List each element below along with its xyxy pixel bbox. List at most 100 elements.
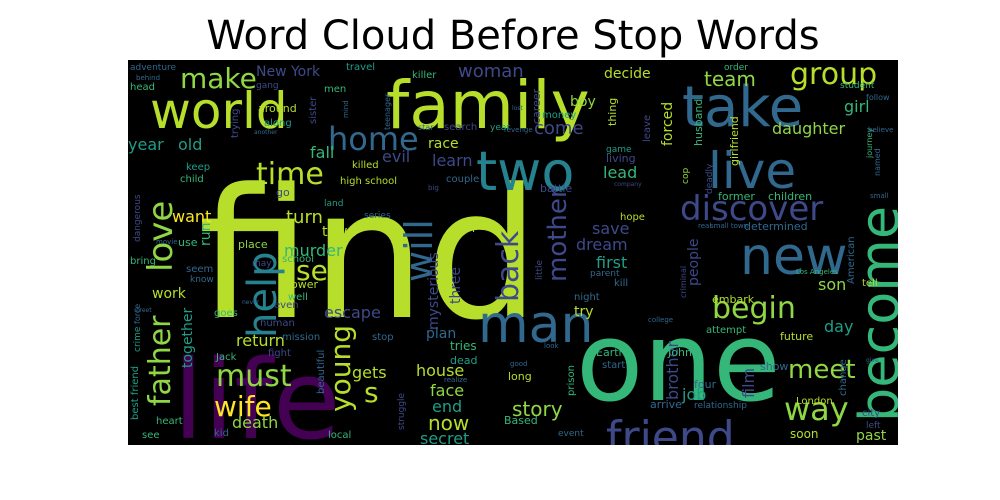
word-best-friend: best friend bbox=[130, 366, 141, 420]
word-good: good bbox=[510, 360, 527, 368]
word-thing: thing bbox=[606, 98, 619, 126]
word-land: land bbox=[324, 199, 343, 209]
word-son: son bbox=[818, 275, 846, 294]
word-father: father bbox=[143, 315, 178, 406]
word-save: save bbox=[592, 219, 629, 238]
word-trying: trying bbox=[230, 109, 241, 138]
word-american: American bbox=[846, 236, 857, 284]
word-become: become bbox=[848, 206, 898, 422]
word-killed: killed bbox=[352, 160, 379, 171]
word-teenager: teenager bbox=[383, 93, 392, 130]
word-town: town bbox=[322, 224, 356, 240]
word-work: work bbox=[152, 286, 187, 302]
word-first: first bbox=[596, 253, 627, 272]
word-cop: cop bbox=[681, 168, 691, 184]
word-death: death bbox=[232, 413, 278, 432]
word-relationship: relationship bbox=[694, 401, 747, 411]
word-may: may bbox=[252, 259, 272, 269]
word-bring: bring bbox=[130, 256, 156, 267]
word-fall: fall bbox=[310, 143, 334, 162]
word-make: make bbox=[180, 62, 257, 95]
word-daughter: daughter bbox=[772, 119, 846, 138]
word-search: search bbox=[444, 122, 477, 133]
word-people: people bbox=[686, 239, 702, 286]
word-must: must bbox=[216, 359, 292, 394]
word-look: look bbox=[544, 342, 560, 350]
word-attempt: attempt bbox=[706, 325, 746, 336]
word-struggle: struggle bbox=[397, 392, 407, 430]
word-fight: fight bbox=[268, 348, 291, 359]
word-girl: girl bbox=[844, 97, 870, 116]
word-child: child bbox=[180, 174, 204, 185]
word-living: living bbox=[606, 152, 636, 165]
word-begin: begin bbox=[712, 291, 796, 326]
word-world: world bbox=[150, 82, 288, 140]
word-beautiful: beautiful bbox=[316, 350, 327, 394]
word-put: put bbox=[472, 220, 491, 233]
word-student: student bbox=[840, 81, 875, 91]
word-run: run bbox=[198, 222, 214, 246]
word-follow: follow bbox=[866, 93, 890, 102]
word-embark: embark bbox=[712, 293, 755, 306]
word-gets: gets bbox=[352, 363, 387, 382]
word-murder: murder bbox=[284, 241, 343, 260]
word-face: face bbox=[430, 381, 464, 400]
word-seem: seem bbox=[186, 264, 213, 275]
word-earth: Earth bbox=[596, 346, 626, 359]
word-evil: evil bbox=[382, 147, 410, 166]
word-four: four bbox=[694, 378, 717, 391]
word-friend: friend bbox=[606, 412, 735, 445]
word-based: Based bbox=[504, 414, 538, 427]
word-series: series bbox=[364, 211, 391, 221]
word-future: future bbox=[780, 330, 813, 343]
word-race: race bbox=[428, 136, 459, 152]
word-never: never bbox=[242, 299, 260, 306]
word-goes: goes bbox=[214, 308, 238, 319]
word-want: want bbox=[172, 207, 211, 226]
word-john: John bbox=[667, 346, 692, 359]
word-realize: realize bbox=[444, 376, 467, 384]
word-home: home bbox=[328, 120, 419, 158]
word-children: children bbox=[768, 190, 812, 203]
word-parent: parent bbox=[590, 269, 620, 279]
word-star: star bbox=[418, 123, 434, 132]
word-mysterious: mysterious bbox=[426, 252, 442, 330]
word-city: city bbox=[862, 408, 880, 419]
word-mind: mind bbox=[342, 100, 350, 118]
word-leave: leave bbox=[642, 115, 653, 142]
word-deadly: deadly bbox=[705, 163, 715, 194]
word-place: place bbox=[238, 238, 268, 251]
word-force: force bbox=[133, 304, 142, 324]
word-crime: crime bbox=[133, 326, 143, 352]
word-group: group bbox=[790, 60, 877, 92]
word-career: career bbox=[530, 88, 543, 124]
word-dead: dead bbox=[450, 354, 477, 367]
word-school: school bbox=[282, 254, 314, 265]
word-another: another bbox=[254, 129, 278, 136]
word-travel: travel bbox=[346, 62, 375, 73]
word-cloud-canvas: find life one family world take two beco… bbox=[128, 60, 898, 445]
word-prison: prison bbox=[566, 365, 577, 396]
word-dangerous: dangerous bbox=[133, 194, 143, 242]
word-go: go bbox=[276, 186, 290, 199]
word-former: former bbox=[718, 190, 755, 203]
word-cloud: find life one family world take two beco… bbox=[128, 60, 898, 445]
word-soon: soon bbox=[790, 427, 819, 441]
word-three: three bbox=[448, 267, 464, 304]
word-house: house bbox=[416, 361, 464, 380]
word-boy: boy bbox=[570, 94, 596, 110]
word-head: head bbox=[130, 82, 155, 93]
word-now: now bbox=[428, 411, 469, 435]
word-discover: discover bbox=[680, 189, 823, 229]
word-even: even bbox=[274, 300, 299, 311]
word-escape: escape bbox=[324, 303, 381, 322]
word-life: life bbox=[173, 336, 341, 445]
word-along: along bbox=[264, 118, 292, 129]
word-year-small: year bbox=[490, 123, 510, 133]
word-secret: secret bbox=[420, 429, 469, 445]
word-set: set bbox=[296, 254, 339, 287]
word-try: try bbox=[574, 304, 594, 320]
word-human: human bbox=[260, 318, 295, 329]
word-will: will bbox=[397, 219, 441, 282]
word-plan: plan bbox=[426, 326, 456, 342]
